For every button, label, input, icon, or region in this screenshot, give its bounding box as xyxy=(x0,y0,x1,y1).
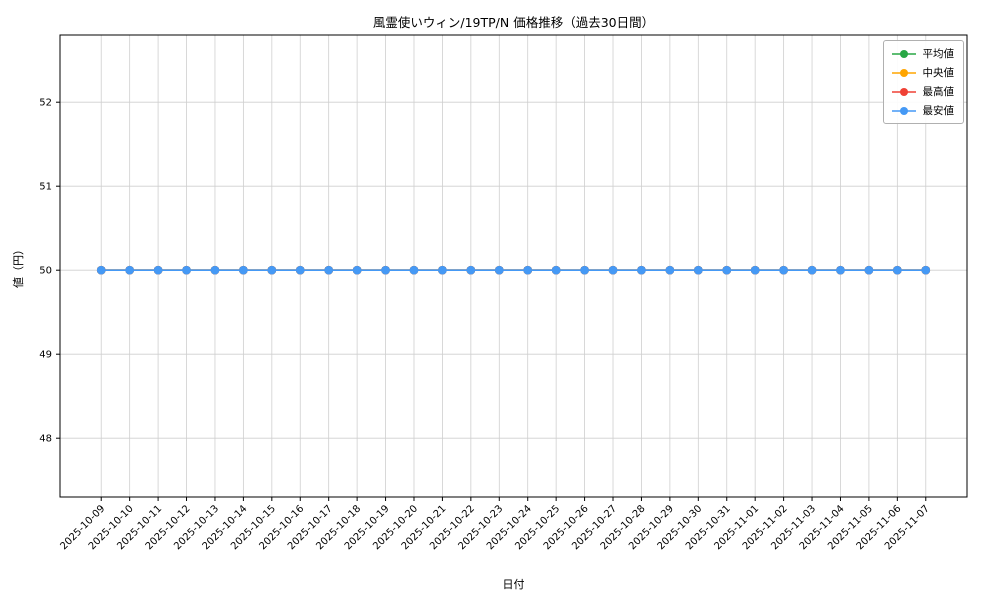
series-point-lowest xyxy=(750,265,760,275)
series-point-lowest xyxy=(438,265,447,275)
y-tick-label: 48 xyxy=(39,434,52,445)
y-axis-label: 値（円） xyxy=(12,244,25,288)
series-point-lowest xyxy=(807,265,817,275)
chart-title: 風霊使いウィン/19TP/N 価格推移（過去30日間） xyxy=(372,15,655,30)
legend-marker-average-icon xyxy=(891,49,916,58)
legend-item-median: 中央値 xyxy=(891,65,955,80)
legend-label-lowest: 最安値 xyxy=(922,105,955,117)
legend-item-average: 平均値 xyxy=(891,46,955,61)
series-point-lowest xyxy=(523,265,533,275)
series-point-lowest xyxy=(551,265,561,275)
series-point-lowest xyxy=(608,265,618,275)
legend-item-highest: 最高値 xyxy=(891,84,955,99)
series-point-lowest xyxy=(324,265,333,275)
series-point-lowest xyxy=(864,265,874,275)
series-point-lowest xyxy=(352,265,362,275)
x-axis-label: 日付 xyxy=(502,578,525,591)
series-point-lowest xyxy=(96,265,106,275)
legend: 平均値中央値最高値最安値 xyxy=(882,40,964,124)
y-tick-label: 52 xyxy=(39,98,52,109)
legend-label-median: 中央値 xyxy=(922,67,955,79)
legend-dot-lowest xyxy=(899,106,908,115)
series-point-lowest xyxy=(637,265,646,275)
legend-marker-lowest-icon xyxy=(891,106,916,115)
series-point-lowest xyxy=(893,265,902,275)
series-point-lowest xyxy=(153,265,163,275)
series-point-lowest xyxy=(665,265,675,275)
series-point-lowest xyxy=(267,265,277,275)
series-point-lowest xyxy=(466,265,476,275)
legend-marker-median-icon xyxy=(891,68,916,77)
series-point-lowest xyxy=(694,265,703,275)
series-point-lowest xyxy=(494,265,504,275)
legend-dot-highest xyxy=(899,87,908,96)
legend-marker-highest-icon xyxy=(891,87,916,96)
series-point-lowest xyxy=(409,265,419,275)
legend-item-lowest: 最安値 xyxy=(891,103,955,118)
series-point-lowest xyxy=(722,265,732,275)
legend-dot-median xyxy=(899,68,908,77)
y-tick-label: 51 xyxy=(39,182,52,193)
series-point-lowest xyxy=(182,265,191,275)
series-point-lowest xyxy=(381,265,390,275)
series-point-lowest xyxy=(295,265,305,275)
legend-label-average: 平均値 xyxy=(922,48,955,60)
series-point-lowest xyxy=(779,265,788,275)
series-point-lowest xyxy=(210,265,220,275)
y-tick-label: 49 xyxy=(39,350,52,361)
series-point-lowest xyxy=(239,265,248,275)
legend-dot-average xyxy=(899,49,908,58)
series-point-lowest xyxy=(125,265,134,275)
series-point-lowest xyxy=(580,265,589,275)
series-point-lowest xyxy=(921,265,931,275)
legend-label-highest: 最高値 xyxy=(922,86,955,98)
series-point-lowest xyxy=(836,265,845,275)
plot-border xyxy=(59,34,968,498)
y-tick-label: 50 xyxy=(39,266,52,277)
